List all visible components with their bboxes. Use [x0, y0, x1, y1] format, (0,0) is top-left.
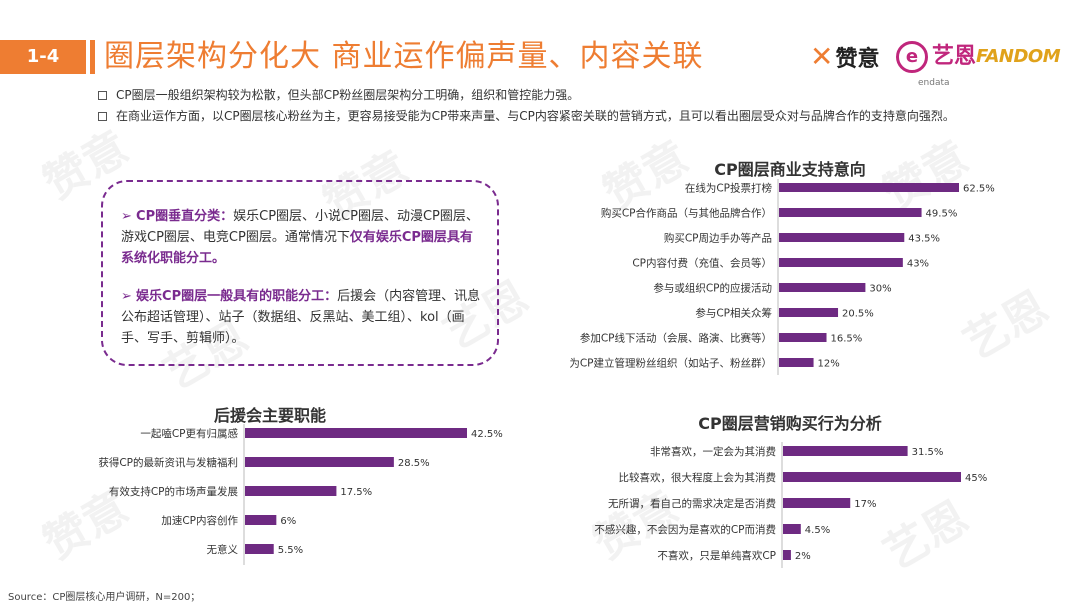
bar — [245, 457, 394, 467]
bar-value-label: 6% — [280, 516, 296, 527]
bar-value-label: 30% — [869, 284, 891, 295]
bar-value-label: 4.5% — [805, 525, 830, 536]
bar-category-label: 参加CP线下活动（会展、路演、比赛等） — [580, 332, 772, 345]
callout-text: 娱乐CP圈层、小说CP圈层、动漫CP圈层、游戏CP圈层、电竞CP圈层。通常情况下 — [121, 209, 479, 245]
role-division-callout: ➢ CP圈垂直分类：娱乐CP圈层、小说CP圈层、动漫CP圈层、游戏CP圈层、电竞… — [101, 180, 499, 366]
bar-category-label: 为CP建立管理粉丝组织（如站子、粉丝群） — [569, 357, 772, 370]
bar-category-label: CP内容付费（充值、会员等） — [632, 257, 772, 270]
bar-category-label: 有效支持CP的市场声量发展 — [109, 485, 239, 498]
callout-highlight: 仅有娱乐CP圈层具有系统化职能分工。 — [121, 230, 473, 266]
summary-bullet: CP圈层一般组织架构较为松散，但头部CP粉丝圈层架构分工明确，组织和管控能力强。 — [96, 88, 976, 103]
bar-value-label: 45% — [965, 473, 987, 484]
bar-category-label: 在线为CP投票打榜 — [685, 182, 772, 195]
bar — [783, 524, 801, 534]
bar-value-label: 5.5% — [278, 545, 303, 556]
zanyi-x-icon: ✕ — [810, 40, 834, 73]
watermark: 艺恩 — [875, 491, 978, 580]
chart-title-purchase-behavior: CP圈层营销购买行为分析 — [698, 414, 882, 433]
bar — [779, 308, 839, 317]
title-divider — [90, 40, 95, 74]
zanyi-logo-text: 赞意 — [835, 47, 880, 72]
page-title: 圈层架构分化大 商业运作偏声量、内容关联 — [104, 39, 704, 74]
bar — [783, 550, 791, 560]
bar — [779, 333, 827, 342]
arrow-bullet-icon: ➢ — [121, 209, 132, 224]
bar-value-label: 31.5% — [912, 447, 944, 458]
summary-bullets: CP圈层一般组织架构较为松散，但头部CP粉丝圈层架构分工明确，组织和管控能力强。… — [96, 88, 976, 130]
bar — [779, 283, 866, 292]
bar — [245, 486, 337, 496]
bar-category-label: 购买CP周边手办等产品 — [664, 232, 772, 245]
source-note: Source：CP圈层核心用户调研，N=200； — [8, 592, 201, 603]
bar-category-label: 加速CP内容创作 — [161, 514, 238, 527]
bullet-text: CP圈层一般组织架构较为松散，但头部CP粉丝圈层架构分工明确，组织和管控能力强。 — [116, 88, 580, 102]
bar — [779, 258, 903, 267]
bar — [783, 446, 908, 456]
bar — [779, 233, 905, 242]
bar-value-label: 49.5% — [926, 209, 958, 220]
bar-category-label: 不喜欢，只是单纯喜欢CP — [657, 549, 776, 562]
bar-value-label: 16.5% — [831, 334, 863, 345]
chart-title-fanclub-functions: 后援会主要职能 — [213, 406, 326, 425]
watermark: 艺恩 — [955, 281, 1058, 370]
bullet-square-icon — [98, 91, 107, 100]
bar-value-label: 42.5% — [471, 429, 503, 440]
bar-category-label: 参与或组织CP的应援活动 — [653, 282, 772, 295]
bar — [783, 472, 961, 482]
bar-category-label: 获得CP的最新资讯与发糖福利 — [98, 456, 238, 469]
bar-value-label: 62.5% — [963, 184, 995, 195]
bar-value-label: 12% — [818, 359, 840, 370]
section-number-badge: 1-4 — [0, 40, 86, 74]
bullet-text: 在商业运作方面，以CP圈层核心粉丝为主，更容易接受能为CP带来声量、与CP内容紧… — [116, 109, 955, 123]
bar-value-label: 43% — [907, 259, 929, 270]
callout-paragraph-classification: ➢ CP圈垂直分类：娱乐CP圈层、小说CP圈层、动漫CP圈层、游戏CP圈层、电竞… — [121, 206, 481, 269]
yien-logo: e 艺恩 endata — [896, 38, 977, 88]
summary-bullet: 在商业运作方面，以CP圈层核心粉丝为主，更容易接受能为CP带来声量、与CP内容紧… — [96, 109, 976, 124]
zanyi-logo: ✕赞意 — [810, 38, 879, 79]
callout-label: CP圈垂直分类： — [136, 209, 234, 224]
bar — [245, 515, 277, 525]
yien-e-icon: e — [896, 41, 928, 73]
bar-value-label: 20.5% — [842, 309, 874, 320]
bar — [783, 498, 851, 508]
bar — [779, 358, 814, 367]
yien-logo-subtext: endata — [918, 78, 950, 88]
fandom-logo: FANDOM — [976, 46, 1061, 67]
slide-header: 1-4 圈层架构分化大 商业运作偏声量、内容关联 ✕赞意 e 艺恩 endata … — [0, 36, 1080, 88]
bar-value-label: 28.5% — [398, 458, 430, 469]
chart-title-commercial-support: CP圈层商业支持意向 — [714, 160, 866, 179]
bar-value-label: 17% — [854, 499, 876, 510]
bar-value-label: 17.5% — [340, 487, 372, 498]
bar — [245, 544, 274, 554]
bar-category-label: 参与CP相关众筹 — [695, 307, 772, 320]
watermark: 赞意 — [585, 481, 688, 570]
bullet-square-icon — [98, 112, 107, 121]
callout-text: 后援会（内容管理、讯息公布超话管理）、站子（数据组、反黑站、美工组）、kol（画… — [121, 289, 481, 346]
callout-label: 娱乐CP圈层一般具有的职能分工： — [136, 289, 338, 304]
bar-category-label: 无意义 — [207, 543, 239, 556]
arrow-bullet-icon: ➢ — [121, 289, 132, 304]
bar-value-label: 2% — [795, 551, 811, 562]
watermark: 赞意 — [35, 481, 138, 570]
callout-paragraph-roles: ➢ 娱乐CP圈层一般具有的职能分工：后援会（内容管理、讯息公布超话管理）、站子（… — [121, 286, 481, 349]
bar — [245, 428, 467, 438]
yien-logo-text: 艺恩 — [932, 44, 977, 69]
bar-value-label: 43.5% — [908, 234, 940, 245]
bar-category-label: 非常喜欢，一定会为其消费 — [650, 445, 776, 458]
bar-category-label: 一起嗑CP更有归属感 — [140, 427, 238, 440]
